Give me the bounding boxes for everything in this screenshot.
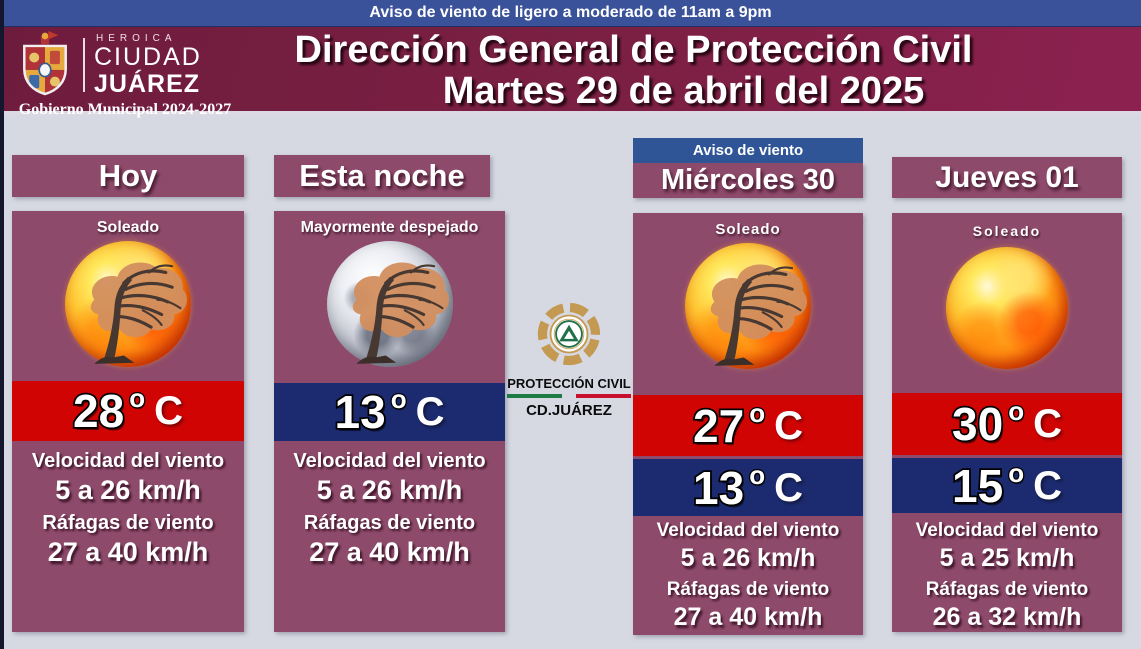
flag-gap bbox=[562, 394, 577, 398]
temp-low-band: 13 o C bbox=[274, 383, 505, 441]
windy-tree-icon bbox=[65, 241, 191, 367]
city-coat-of-arms-icon bbox=[23, 31, 67, 96]
card-title-hoy-text: Hoy bbox=[98, 158, 158, 193]
wind-speed-value: 5 a 25 km/h bbox=[939, 544, 1075, 572]
wind-block: Velocidad del viento 5 a 25 km/h Ráfagas… bbox=[892, 518, 1122, 633]
brand-divider bbox=[83, 38, 85, 92]
condition-label: Soleado bbox=[715, 221, 781, 238]
gust-value: 27 a 40 km/h bbox=[309, 537, 470, 567]
brand-row: HEROICA CIUDAD JUÁREZ bbox=[16, 31, 240, 99]
header: HEROICA CIUDAD JUÁREZ Gobierno Municipal… bbox=[0, 27, 1141, 118]
condition-label: Soleado bbox=[972, 223, 1042, 239]
flag-red-segment bbox=[576, 394, 631, 398]
weather-icon-wrap bbox=[65, 241, 191, 367]
page-title: Dirección General de Protección Civil bbox=[294, 29, 973, 71]
celsius-symbol: C bbox=[415, 390, 445, 434]
card-title-jueves: Jueves 01 bbox=[892, 157, 1122, 198]
wind-speed-label: Velocidad del viento bbox=[293, 450, 486, 472]
gust-label: Ráfagas de viento bbox=[925, 579, 1089, 600]
windy-tree-icon bbox=[685, 243, 811, 369]
gust-label: Ráfagas de viento bbox=[666, 579, 830, 600]
brand-juarez: JUÁREZ bbox=[94, 69, 201, 98]
temp-high-band: 27 o C bbox=[633, 395, 863, 456]
temp-value: 30 bbox=[950, 398, 1005, 450]
wind-block: Velocidad del viento 5 a 26 km/h Ráfagas… bbox=[12, 448, 244, 569]
left-border bbox=[0, 0, 4, 649]
card-title-esta-noche: Esta noche bbox=[274, 155, 490, 197]
temp-high-band: 28 o C bbox=[12, 381, 244, 441]
gust-value: 27 a 40 km/h bbox=[673, 603, 823, 631]
degree-symbol: o bbox=[1007, 457, 1025, 488]
civil-protection-name: PROTECCIÓN CIVIL bbox=[507, 376, 631, 391]
windy-tree-icon bbox=[327, 241, 453, 367]
gust-label: Ráfagas de viento bbox=[42, 512, 214, 534]
forecast-card-jueves: Soleado 30 o C 15 o C Velocidad del vien… bbox=[892, 213, 1122, 632]
degree-symbol: o bbox=[748, 459, 766, 490]
wind-advisory-banner: Aviso de viento bbox=[633, 138, 863, 163]
flag-green-segment bbox=[507, 394, 562, 398]
page-date: Martes 29 de abril del 2025 bbox=[442, 70, 925, 112]
temp-value: 13 bbox=[691, 461, 746, 514]
wind-block: Velocidad del viento 5 a 26 km/h Ráfagas… bbox=[633, 518, 863, 633]
wind-speed-value: 5 a 26 km/h bbox=[55, 475, 201, 505]
celsius-symbol: C bbox=[154, 389, 183, 433]
wind-speed-label: Velocidad del viento bbox=[656, 520, 840, 541]
city-brand: HEROICA CIUDAD JUÁREZ Gobierno Municipal… bbox=[16, 31, 240, 119]
forecast-card-miercoles: Soleado 27 o C 13 o C Velocidad del vien… bbox=[633, 213, 863, 635]
gust-value: 26 a 32 km/h bbox=[932, 603, 1082, 631]
wind-speed-label: Velocidad del viento bbox=[31, 450, 225, 472]
sun-icon bbox=[946, 247, 1068, 369]
degree-symbol: o bbox=[128, 383, 146, 413]
flag-underline bbox=[507, 394, 631, 398]
wind-speed-value: 5 a 26 km/h bbox=[680, 544, 816, 572]
degree-symbol: o bbox=[748, 397, 766, 428]
card-title-miercoles-text: Miércoles 30 bbox=[660, 164, 836, 196]
card-title-miercoles: Miércoles 30 bbox=[633, 163, 863, 198]
weather-icon-wrap bbox=[685, 243, 811, 369]
celsius-symbol: C bbox=[774, 403, 803, 448]
civil-protection-city: CD.JUÁREZ bbox=[526, 401, 612, 419]
wind-advisory-text: Aviso de viento bbox=[692, 142, 804, 159]
celsius-symbol: C bbox=[1033, 402, 1062, 446]
brand-ciudad: CIUDAD bbox=[94, 43, 202, 72]
temp-low-band: 13 o C bbox=[633, 459, 863, 516]
forecast-card-esta-noche: Mayormente despejado 13 o C Velocidad de… bbox=[274, 211, 505, 632]
celsius-symbol: C bbox=[1033, 463, 1062, 508]
temp-value: 28 bbox=[71, 385, 126, 437]
civil-protection-emblem-icon bbox=[537, 302, 601, 366]
condition-label: Soleado bbox=[96, 219, 160, 236]
forecast-card-hoy: Soleado 28 o C Velocidad del viento 5 a … bbox=[12, 211, 244, 632]
temp-high-band: 30 o C bbox=[892, 393, 1122, 455]
card-title-hoy: Hoy bbox=[12, 155, 244, 197]
celsius-symbol: C bbox=[774, 465, 803, 510]
civil-protection-logo: PROTECCIÓN CIVIL CD.JUÁREZ bbox=[500, 297, 638, 419]
temp-value: 27 bbox=[691, 399, 746, 452]
temp-low-band: 15 o C bbox=[892, 458, 1122, 513]
degree-symbol: o bbox=[389, 384, 407, 414]
temp-value: 13 bbox=[333, 386, 388, 438]
title-block: Dirección General de Protección Civil Ma… bbox=[238, 29, 1129, 111]
gust-label: Ráfagas de viento bbox=[303, 512, 476, 534]
weather-icon-wrap bbox=[326, 241, 453, 367]
brand-heroica: HEROICA bbox=[96, 33, 177, 45]
temp-value: 15 bbox=[950, 459, 1005, 512]
condition-label: Mayormente despejado bbox=[300, 219, 479, 236]
wind-speed-label: Velocidad del viento bbox=[915, 520, 1099, 541]
wind-block: Velocidad del viento 5 a 26 km/h Ráfagas… bbox=[274, 448, 505, 569]
card-title-esta-noche-text: Esta noche bbox=[299, 158, 465, 193]
card-title-jueves-text: Jueves 01 bbox=[935, 160, 1079, 194]
degree-symbol: o bbox=[1007, 396, 1025, 426]
gust-value: 27 a 40 km/h bbox=[47, 537, 209, 567]
wind-speed-value: 5 a 26 km/h bbox=[316, 475, 463, 505]
weather-icon-wrap bbox=[946, 247, 1068, 369]
alert-banner-text: Aviso de viento de ligero a moderado de … bbox=[369, 4, 772, 21]
brand-text: HEROICA CIUDAD JUÁREZ bbox=[94, 33, 202, 97]
alert-banner: Aviso de viento de ligero a moderado de … bbox=[0, 0, 1141, 27]
brand-gobierno: Gobierno Municipal 2024-2027 bbox=[18, 101, 232, 118]
